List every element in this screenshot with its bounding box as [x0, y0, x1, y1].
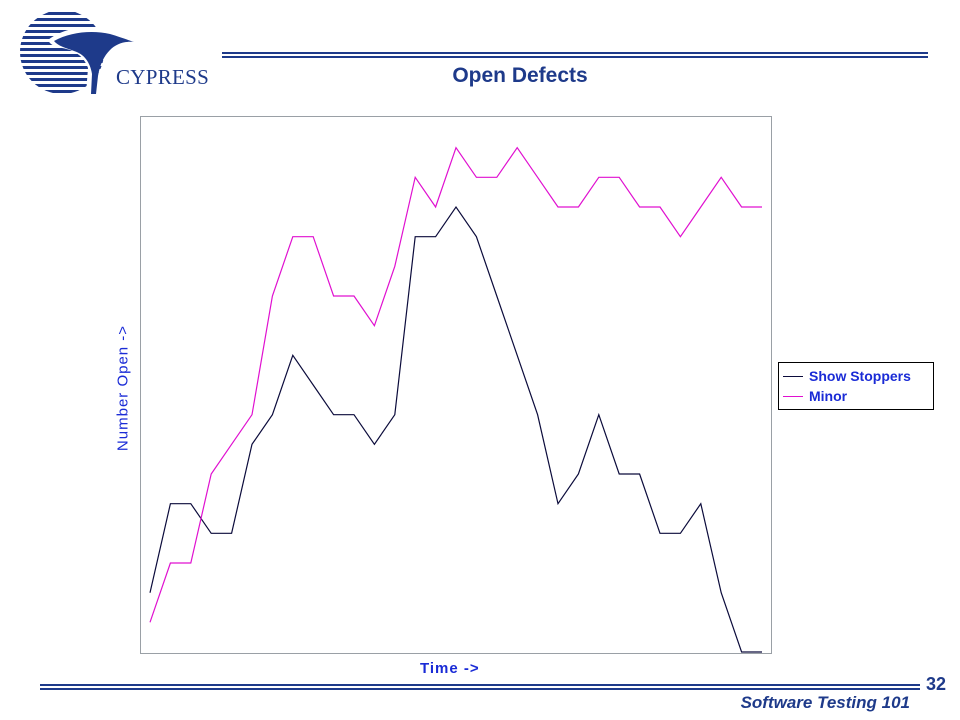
series-line-minor	[149, 146, 762, 623]
header-divider	[222, 52, 928, 58]
series-line-show-stoppers	[149, 205, 762, 653]
logo-text: CYPRESS	[116, 65, 210, 89]
legend-swatch-show-stoppers	[783, 375, 803, 377]
legend-swatch-minor	[783, 395, 803, 397]
page-title: Open Defects	[452, 64, 588, 87]
y-axis-label: Number Open ->	[114, 324, 132, 452]
chart-legend: Show Stoppers Minor	[778, 362, 934, 410]
plot-frame	[140, 116, 772, 654]
page-number: 32	[925, 674, 946, 694]
line-chart	[149, 146, 762, 653]
footer-course-title: Software Testing 101	[740, 693, 910, 712]
x-axis-label: Time ->	[420, 660, 480, 677]
legend-item-show-stoppers: Show Stoppers	[783, 366, 933, 386]
footer-divider	[40, 684, 920, 690]
cypress-logo: CYPRESS	[18, 10, 228, 100]
legend-label-show-stoppers: Show Stoppers	[809, 368, 911, 384]
legend-item-minor: Minor	[783, 386, 933, 406]
legend-label-minor: Minor	[809, 388, 848, 404]
cypress-globe-icon	[20, 12, 140, 95]
